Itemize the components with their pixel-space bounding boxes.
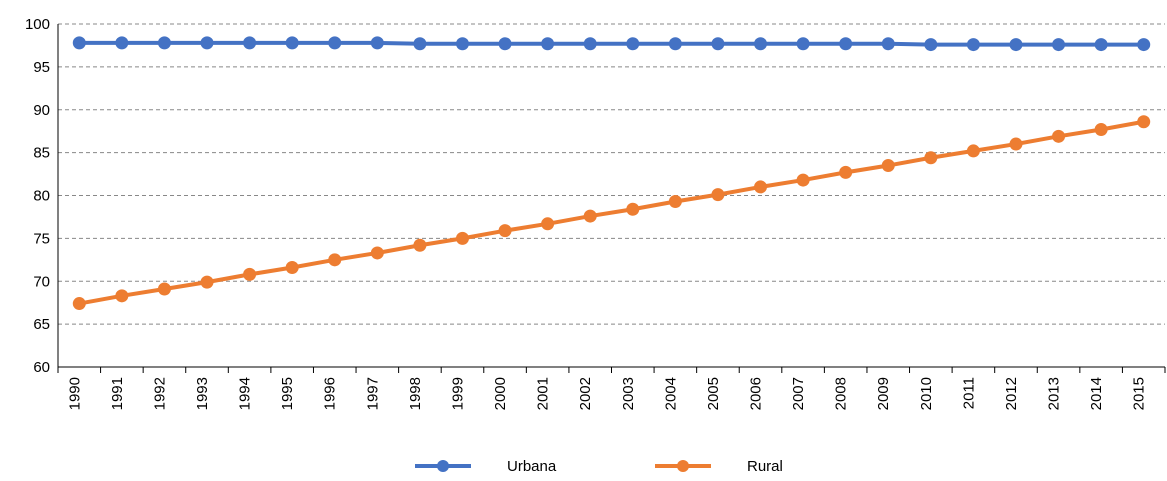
- y-tick-label: 80: [33, 188, 50, 205]
- point: [668, 195, 682, 209]
- point: [328, 36, 342, 50]
- point: [455, 37, 469, 51]
- x-tick-label: 2010: [918, 377, 935, 410]
- point: [72, 297, 86, 311]
- y-tick-label: 100: [25, 16, 50, 33]
- point: [881, 37, 895, 51]
- point: [924, 151, 938, 165]
- point: [711, 37, 725, 51]
- x-tick-label: 2000: [492, 377, 509, 410]
- x-tick-label: 1996: [322, 377, 339, 410]
- x-tick-label: 1991: [109, 377, 126, 410]
- point: [966, 38, 980, 52]
- point: [839, 165, 853, 179]
- point: [455, 231, 469, 245]
- point: [413, 238, 427, 252]
- legend-marker: [437, 460, 449, 472]
- point: [796, 37, 810, 51]
- point: [243, 36, 257, 50]
- x-tick-label: 2005: [705, 377, 722, 410]
- y-tick-label: 70: [33, 273, 50, 290]
- y-tick-label: 75: [33, 230, 50, 247]
- legend-label: Rural: [747, 458, 783, 475]
- x-tick-label: 1995: [279, 377, 296, 410]
- point: [243, 267, 257, 281]
- x-tick-label: 2014: [1088, 377, 1105, 410]
- series-line: [78, 119, 1145, 306]
- x-tick-label: 1993: [194, 377, 211, 410]
- series-line: [79, 40, 1144, 47]
- point: [1137, 115, 1151, 129]
- y-tick-label: 60: [33, 359, 50, 376]
- point: [115, 289, 129, 303]
- point: [328, 253, 342, 267]
- x-tick-label: 1998: [407, 377, 424, 410]
- point: [754, 180, 768, 194]
- point: [541, 37, 555, 51]
- point: [1009, 137, 1023, 151]
- point: [200, 36, 214, 50]
- point: [1052, 129, 1066, 143]
- point: [370, 36, 384, 50]
- point: [413, 37, 427, 51]
- point: [157, 282, 171, 296]
- x-tick-label: 2015: [1131, 377, 1148, 410]
- point: [115, 36, 129, 50]
- point: [583, 37, 597, 51]
- point: [285, 36, 299, 50]
- y-tick-label: 90: [33, 102, 50, 119]
- x-tick-label: 2006: [747, 377, 764, 410]
- y-tick-label: 95: [33, 59, 50, 76]
- point: [626, 37, 640, 51]
- point: [796, 173, 810, 187]
- point: [370, 246, 384, 260]
- point: [285, 261, 299, 275]
- point: [924, 38, 938, 52]
- x-tick-label: 1994: [237, 377, 254, 410]
- point: [157, 36, 171, 50]
- x-tick-label: 2011: [960, 377, 977, 409]
- point: [839, 37, 853, 51]
- x-tick-label: 2002: [577, 377, 594, 410]
- point: [668, 37, 682, 51]
- point: [72, 36, 86, 50]
- x-tick-label: 1997: [364, 377, 381, 410]
- y-tick-label: 65: [33, 316, 50, 333]
- point: [881, 158, 895, 172]
- point: [200, 275, 214, 289]
- point: [1009, 38, 1023, 52]
- x-tick-label: 1990: [66, 377, 83, 410]
- point: [1094, 38, 1108, 52]
- point: [498, 37, 512, 51]
- x-tick-label: 2013: [1046, 377, 1063, 410]
- x-tick-label: 2012: [1003, 377, 1020, 410]
- point: [1052, 38, 1066, 52]
- x-tick-label: 1999: [449, 377, 466, 410]
- x-tick-label: 2004: [662, 377, 679, 410]
- x-tick-label: 2003: [620, 377, 637, 410]
- x-tick-label: 2007: [790, 377, 807, 410]
- point: [754, 37, 768, 51]
- x-tick-label: 2008: [833, 377, 850, 410]
- point: [711, 188, 725, 202]
- point: [541, 217, 555, 231]
- point: [498, 224, 512, 238]
- x-tick-label: 1992: [151, 377, 168, 410]
- point: [1094, 122, 1108, 136]
- point: [1137, 38, 1151, 52]
- point: [626, 202, 640, 216]
- y-tick-label: 85: [33, 145, 50, 162]
- point: [966, 144, 980, 158]
- point: [583, 209, 597, 223]
- legend-marker: [677, 460, 689, 472]
- legend-label: Urbana: [507, 458, 557, 475]
- x-tick-label: 2009: [875, 377, 892, 410]
- x-tick-label: 2001: [535, 377, 552, 410]
